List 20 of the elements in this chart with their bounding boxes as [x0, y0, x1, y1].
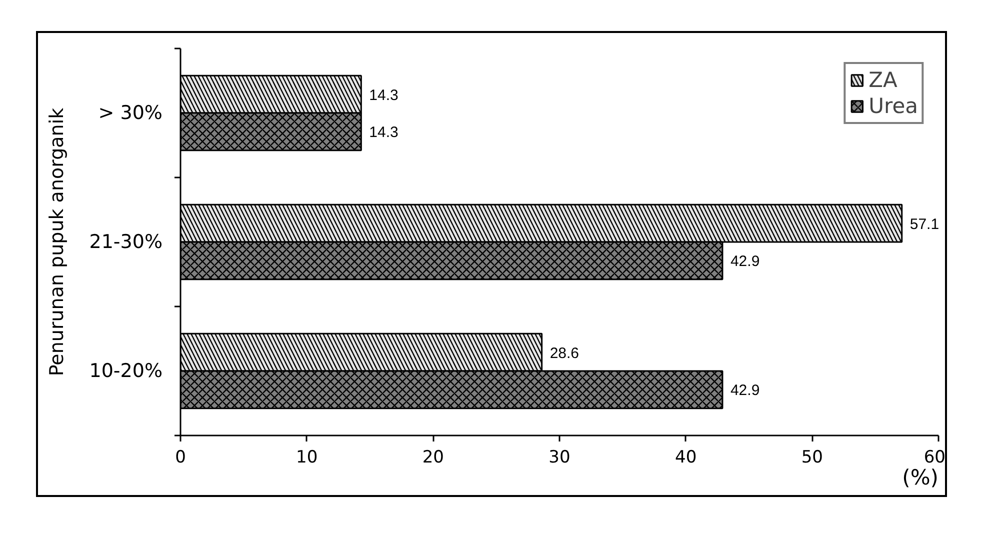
x-tick-label: 20 — [422, 448, 444, 468]
x-tick-label: 40 — [675, 448, 697, 468]
y-axis-title: Penurunan pupuk anorganik — [46, 108, 68, 376]
data-label: 14.3 — [369, 124, 398, 142]
legend-label: Urea — [868, 94, 918, 118]
y-tick-label: 10-20% — [89, 360, 162, 382]
x-tick-label: 10 — [296, 448, 318, 468]
y-tick-label: > 30% — [98, 102, 163, 124]
x-axis-title: (%) — [902, 466, 939, 490]
x-tick-label: 0 — [175, 448, 186, 468]
data-label: 28.6 — [550, 344, 580, 362]
y-tick-label: 21-30% — [89, 231, 162, 253]
x-tick-label: 30 — [548, 448, 570, 468]
data-label: 42.9 — [730, 253, 760, 270]
legend-label: ZA — [868, 68, 898, 92]
data-label: 57.1 — [910, 216, 940, 233]
x-tick-label: 60 — [924, 448, 946, 468]
x-tick-label: 50 — [801, 448, 823, 468]
data-label: 42.9 — [730, 382, 760, 400]
data-label: 14.3 — [369, 86, 398, 104]
